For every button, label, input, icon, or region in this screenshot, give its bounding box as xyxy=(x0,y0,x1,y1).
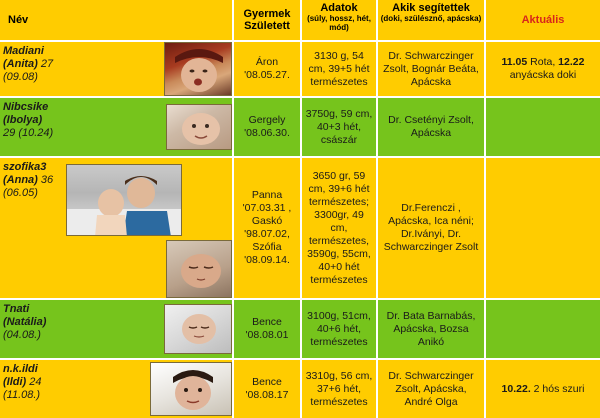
row2-age: 29 xyxy=(3,127,16,139)
row5-helpers: Dr. Schwarczinger Zsolt, Apácska, André … xyxy=(378,360,484,418)
row4-data-text: 3100g, 51cm, 40+6 hét, természetes xyxy=(307,309,371,348)
row3-siblings-icon xyxy=(67,176,181,235)
row3-data: 3650 gr, 59 cm, 39+6 hét természetes; 33… xyxy=(302,158,376,298)
row4-data: 3100g, 51cm, 40+6 hét, természetes xyxy=(302,300,376,358)
row3-child-text: Panna '07.03.31 , Gaskó '98.07.02, Szófi… xyxy=(242,189,292,266)
row1-real-name: (Anita) xyxy=(3,58,38,70)
row4-due: (04.08.) xyxy=(3,329,41,341)
row5-current-rest: 2 hós szuri xyxy=(530,382,585,395)
row2-current xyxy=(486,98,600,156)
row5-nick: n.k.ildi xyxy=(3,363,38,375)
row2-due: (10.24) xyxy=(18,127,54,139)
row4-baby-photo xyxy=(164,304,232,354)
row3-helpers: Dr.Ferenczi , Apácska, Ica néni; Dr.Iván… xyxy=(378,158,484,298)
row1-child-text: Áron '08.05.27. xyxy=(244,56,290,81)
header-name-text: Név xyxy=(8,14,29,26)
header-child: Gyermek Született xyxy=(234,0,300,40)
row3-nick: szofika3 xyxy=(3,161,47,173)
row3-age: 36 xyxy=(40,174,54,186)
row3-real-name: (Anna) xyxy=(3,174,38,186)
row3-helpers-text: Dr.Ferenczi , Apácska, Ica néni; Dr.Iván… xyxy=(383,202,479,253)
row1-current-date1: 11.05 xyxy=(501,56,528,68)
row5-current-date1: 10.22. xyxy=(501,382,531,395)
row2-nick: Nibcsike xyxy=(3,101,49,113)
header-helpers-sub: (doki, szülésznő, apácska) xyxy=(380,14,482,23)
row3-newborn-face-icon xyxy=(181,254,221,288)
row2-child-text: Gergely '08.06.30. xyxy=(244,114,290,139)
row5-real-name: (Ildi) xyxy=(3,376,27,388)
row4-child-text: Bence '08.08.01 xyxy=(245,316,289,341)
row3-newborn-photo xyxy=(166,240,232,298)
header-name: Név xyxy=(0,0,232,40)
row2-baby-face-icon xyxy=(182,113,220,145)
row3-due: (06.05) xyxy=(3,187,38,199)
row5-helpers-text: Dr. Schwarczinger Zsolt, Apácska, André … xyxy=(388,369,474,408)
row2-real-name: (Ibolya) xyxy=(3,114,43,126)
header-child-text: Gyermek Született xyxy=(243,8,291,32)
row2-data-text: 3750g, 59 cm, 40+3 hét, császár xyxy=(305,107,373,146)
row4-nick: Tnati xyxy=(3,303,30,315)
row1-nick: Madiani xyxy=(3,45,44,57)
row2-helpers-text: Dr. Csetényi Zsolt, Apácska xyxy=(388,114,474,139)
header-data-text: Adatok xyxy=(320,2,358,14)
row1-baby-face-icon xyxy=(175,49,223,92)
row1-current: 11.05 Rota, 12.22 anyácska doki xyxy=(486,42,600,96)
row1-age: 27 xyxy=(40,58,54,70)
row2-child: Gergely '08.06.30. xyxy=(234,98,300,156)
row5-age: 24 xyxy=(29,376,42,388)
row1-current-rest: anyácska doki xyxy=(509,69,577,81)
row5-due: (11.08.) xyxy=(3,389,41,401)
row5-data: 3310g, 56 cm, 37+6 hét, természetes xyxy=(302,360,376,418)
row1-current-date2: 12.22 xyxy=(558,56,585,68)
header-data: Adatok (súly, hossz, hét, mód) xyxy=(302,0,376,40)
header-helpers-text: Akik segítettek xyxy=(392,2,470,14)
header-data-sub: (súly, hossz, hét, mód) xyxy=(307,14,371,32)
row4-real-name: (Natália) xyxy=(3,316,47,328)
row1-helpers-text: Dr. Schwarczinger Zsolt, Bognár Beáta, A… xyxy=(383,49,479,88)
row1-data: 3130 g, 54 cm, 39+5 hét természetes xyxy=(302,42,376,96)
row3-siblings-photo xyxy=(66,164,182,236)
header-current-text: Aktuális xyxy=(521,14,565,26)
row5-current: 10.22. 2 hós szuri xyxy=(486,360,600,418)
row5-current-text: 10.22. 2 hós szuri xyxy=(502,383,585,396)
row1-baby-photo xyxy=(164,42,232,96)
row5-baby-face-icon xyxy=(173,370,213,410)
header-helpers: Akik segítettek (doki, szülésznő, apácsk… xyxy=(378,0,484,40)
row1-helpers: Dr. Schwarczinger Zsolt, Bognár Beáta, A… xyxy=(378,42,484,96)
row4-child: Bence '08.08.01 xyxy=(234,300,300,358)
row4-helpers: Dr. Bata Barnabás, Apácska, Bozsa Anikó xyxy=(378,300,484,358)
row1-current-text: 11.05 Rota, 12.22 anyácska doki xyxy=(489,56,597,82)
row1-data-text: 3130 g, 54 cm, 39+5 hét természetes xyxy=(308,49,370,88)
header-current: Aktuális xyxy=(486,0,600,40)
row2-baby-photo xyxy=(166,104,232,150)
row2-data: 3750g, 59 cm, 40+3 hét, császár xyxy=(302,98,376,156)
row5-child: Bence '08.08.17 xyxy=(234,360,300,418)
row4-baby-face-icon xyxy=(182,314,216,344)
row3-data-text: 3650 gr, 59 cm, 39+6 hét természetes; 33… xyxy=(307,169,371,286)
row5-baby-photo xyxy=(150,362,232,416)
row4-helpers-text: Dr. Bata Barnabás, Apácska, Bozsa Anikó xyxy=(386,309,476,348)
row5-data-text: 3310g, 56 cm, 37+6 hét, természetes xyxy=(305,369,373,408)
row1-child: Áron '08.05.27. xyxy=(234,42,300,96)
row1-current-mid: Rota, xyxy=(527,56,559,68)
row4-current xyxy=(486,300,600,358)
row5-child-text: Bence '08.08.17 xyxy=(245,376,289,401)
row1-due: (09.08) xyxy=(3,71,38,83)
row3-child: Panna '07.03.31 , Gaskó '98.07.02, Szófi… xyxy=(234,158,300,298)
row3-current xyxy=(486,158,600,298)
row2-helpers: Dr. Csetényi Zsolt, Apácska xyxy=(378,98,484,156)
